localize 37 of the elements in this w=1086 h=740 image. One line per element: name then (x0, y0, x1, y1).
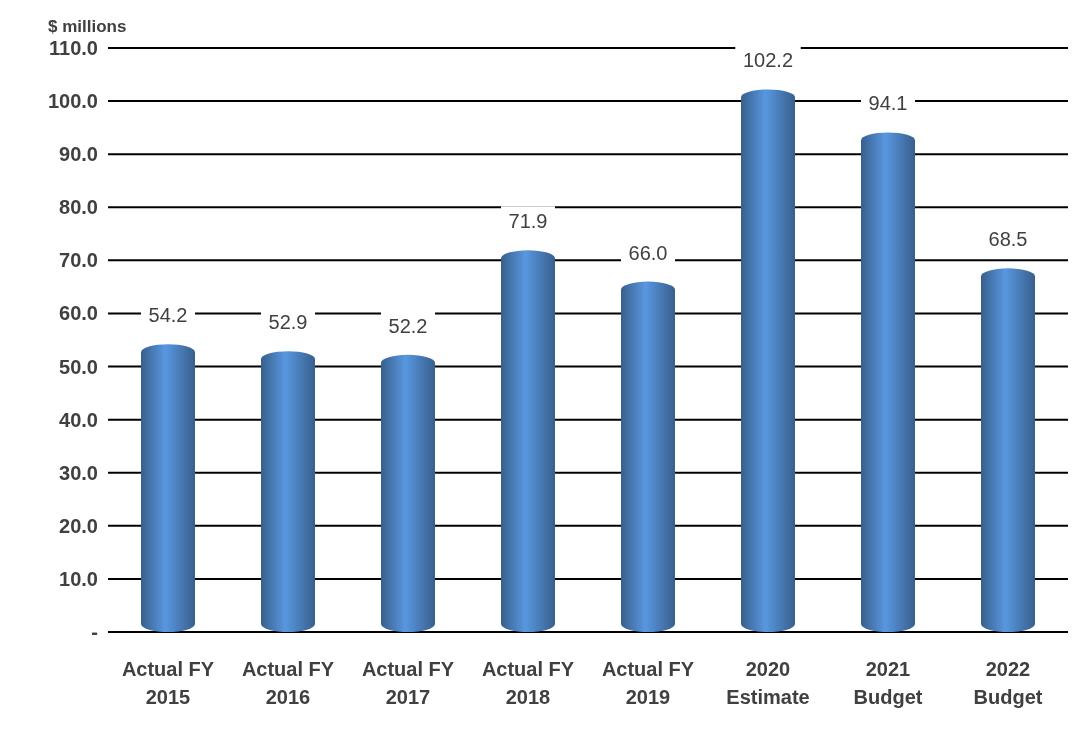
x-tick-label: Actual FY 2015 (121, 658, 215, 708)
y-tick-label: 100.0 (47, 90, 98, 113)
y-tick-label: 90.0 (59, 143, 98, 166)
bar (261, 351, 315, 632)
y-tick-label: 10.0 (59, 567, 98, 590)
bar (741, 89, 795, 632)
y-tick-label: 20.0 (59, 514, 98, 537)
data-label: 52.2 (388, 314, 428, 337)
data-label: 52.9 (268, 311, 308, 334)
data-label: 54.2 (148, 304, 188, 327)
y-tick-label: 60.0 (59, 302, 98, 325)
bar (141, 344, 195, 632)
bar (981, 268, 1035, 632)
bar (501, 250, 555, 632)
x-tick-label: 2021 Budget (853, 658, 923, 708)
x-tick-label: Actual FY 2019 (601, 658, 695, 708)
y-tick-label: 50.0 (59, 355, 98, 378)
x-tick-label: Actual FY 2018 (481, 658, 575, 708)
bar (861, 132, 915, 632)
y-tick-label: - (91, 621, 98, 643)
y-tick-label: 40.0 (59, 408, 98, 431)
y-axis-title: $ millions (48, 17, 127, 36)
data-label: 71.9 (508, 210, 548, 233)
data-label: 66.0 (628, 241, 668, 264)
data-label: 68.5 (988, 228, 1028, 251)
bar (621, 281, 675, 632)
y-tick-label: 110.0 (49, 37, 98, 59)
x-tick-label: Actual FY 2017 (361, 658, 455, 708)
data-label: 94.1 (868, 92, 908, 115)
bar (381, 354, 435, 632)
y-tick-label: 30.0 (59, 461, 98, 484)
data-label: 102.2 (742, 49, 794, 72)
y-tick-label: 80.0 (59, 196, 98, 219)
x-tick-label: Actual FY 2016 (241, 658, 335, 708)
x-tick-label: 2020 Estimate (726, 658, 810, 708)
y-tick-label: 70.0 (59, 249, 98, 272)
x-tick-label: 2022 Budget (973, 658, 1043, 708)
